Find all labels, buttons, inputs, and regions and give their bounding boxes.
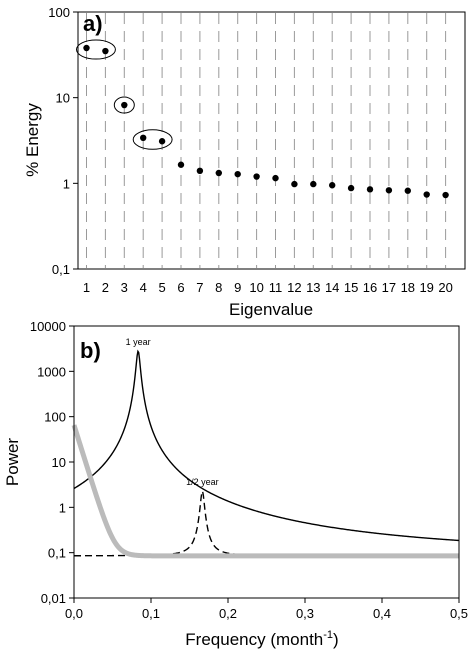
data-point: [177, 161, 185, 168]
x-tick-label: 16: [363, 280, 377, 295]
data-point: [121, 101, 128, 109]
x-tick-label: 8: [215, 280, 222, 295]
x-tick-label: 0,1: [142, 606, 160, 621]
y-tick-label: 100: [48, 5, 70, 20]
data-point: [385, 187, 393, 194]
x-tick-label: 9: [234, 280, 241, 295]
x-tick-label: 18: [401, 280, 415, 295]
x-label-close: ): [333, 630, 339, 649]
y-tick-label: 0,1: [48, 546, 66, 561]
data-point: [158, 138, 166, 145]
data-point: [83, 44, 90, 52]
x-tick-label: 12: [287, 280, 301, 295]
data-point: [329, 182, 336, 189]
x-tick-label: 0,3: [296, 606, 314, 621]
data-point: [253, 173, 260, 180]
panel-a-frame: [77, 11, 466, 270]
panel-a-points: [83, 44, 449, 199]
x-tick-label: 10: [249, 280, 263, 295]
panel-a-group-ellipses: [76, 39, 173, 150]
y-tick-label: 1000: [37, 364, 66, 379]
x-tick-label: 15: [344, 280, 358, 295]
x-tick-label: 6: [177, 280, 184, 295]
annotation-1-year: 1 year: [126, 337, 151, 347]
data-point: [272, 174, 279, 182]
series-gray-thick: [71, 424, 459, 559]
panel-a-y-axis-label: % Energy: [23, 103, 42, 177]
panel-b-y-ticks: 0,01 0,1 1 10 100 1000 10000: [30, 319, 74, 606]
data-point: [442, 191, 449, 199]
data-point: [404, 187, 411, 194]
panel-a-grid: [86, 13, 447, 268]
panel-a-x-ticks: 1 2 3 4 5 6 7 8 9 10 11 12 13 14 15 16 17 18 19 20: [83, 280, 453, 295]
panel-b-curves: [71, 349, 460, 559]
x-tick-label: 0,5: [450, 606, 468, 621]
y-tick-label: 0,01: [41, 591, 66, 606]
data-point: [366, 186, 374, 193]
y-tick-label: 10000: [30, 319, 66, 334]
panel-b-y-axis-label: Power: [3, 438, 22, 487]
data-point: [102, 47, 109, 55]
panel-a-label: a): [83, 11, 103, 36]
x-tick-label: 13: [306, 280, 320, 295]
x-label-sup: -1: [323, 629, 333, 641]
x-label-main: Frequency (month: [185, 630, 323, 649]
data-point: [215, 169, 222, 177]
group-ellipse: [113, 96, 135, 114]
data-point: [234, 170, 241, 178]
x-tick-label: 0,0: [65, 606, 83, 621]
x-tick-label: 0,2: [219, 606, 237, 621]
panel-b-label: b): [80, 338, 101, 363]
series-dashed: [74, 489, 459, 557]
x-tick-label: 7: [196, 280, 203, 295]
x-tick-label: 4: [140, 280, 147, 295]
data-point: [291, 180, 298, 188]
panel-b-x-ticks: 0,0 0,1 0,2 0,3 0,4 0,5: [65, 598, 468, 621]
x-tick-label: 1: [83, 280, 90, 295]
y-tick-label: 100: [44, 410, 66, 425]
x-tick-label: 11: [269, 280, 283, 295]
group-ellipse: [76, 39, 116, 60]
data-point: [423, 191, 430, 198]
group-ellipse: [132, 129, 173, 150]
x-tick-label: 17: [382, 280, 396, 295]
x-tick-label: 0,4: [373, 606, 391, 621]
series-solid: [73, 349, 460, 542]
x-tick-label: 19: [419, 280, 433, 295]
y-tick-label: 10: [52, 455, 66, 470]
data-point: [196, 167, 204, 175]
panel-a-x-axis-label: Eigenvalue: [229, 300, 313, 319]
data-point: [347, 184, 355, 192]
data-point: [310, 180, 317, 188]
panel-b-x-axis-label: Frequency (month-1): [185, 629, 338, 649]
y-tick-label: 1: [59, 500, 66, 515]
x-tick-label: 5: [158, 280, 165, 295]
x-tick-label: 14: [325, 280, 339, 295]
x-tick-label: 2: [102, 280, 109, 295]
x-tick-label: 3: [121, 280, 128, 295]
panel-a-y-ticks: 0,1 1 10 100: [48, 5, 78, 277]
y-tick-label: 1: [63, 176, 70, 191]
y-tick-label: 10: [56, 91, 70, 106]
y-tick-label: 0,1: [52, 262, 70, 277]
data-point: [140, 134, 147, 142]
x-tick-label: 20: [438, 280, 452, 295]
annotation-half-year: 1/2 year: [186, 477, 219, 487]
